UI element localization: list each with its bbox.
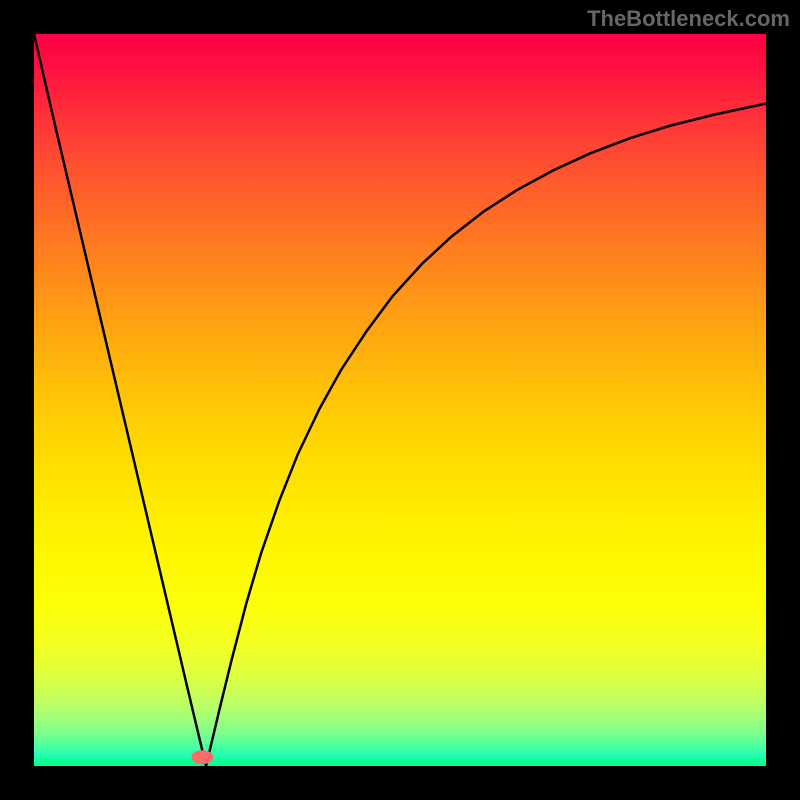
plot-area bbox=[34, 34, 766, 766]
gradient-background bbox=[34, 34, 766, 766]
vertex-marker bbox=[191, 750, 213, 764]
plot-svg bbox=[34, 34, 766, 766]
watermark-text: TheBottleneck.com bbox=[587, 6, 790, 32]
